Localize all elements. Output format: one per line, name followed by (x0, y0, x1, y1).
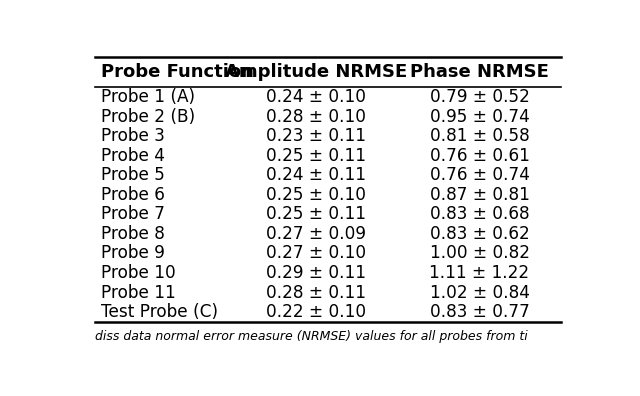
Text: Probe 6: Probe 6 (101, 186, 164, 204)
Text: 0.83 ± 0.62: 0.83 ± 0.62 (429, 225, 529, 243)
Text: 0.23 ± 0.11: 0.23 ± 0.11 (266, 127, 366, 145)
Text: 0.28 ± 0.10: 0.28 ± 0.10 (266, 107, 366, 126)
Text: Probe 7: Probe 7 (101, 206, 165, 223)
Text: 0.22 ± 0.10: 0.22 ± 0.10 (266, 303, 367, 321)
Text: Phase NRMSE: Phase NRMSE (410, 63, 549, 81)
Text: 0.27 ± 0.10: 0.27 ± 0.10 (266, 244, 367, 263)
Text: 1.00 ± 0.82: 1.00 ± 0.82 (429, 244, 529, 263)
Text: Probe 5: Probe 5 (101, 166, 164, 184)
Text: 0.25 ± 0.11: 0.25 ± 0.11 (266, 206, 366, 223)
Text: Probe 10: Probe 10 (101, 264, 175, 282)
Text: Probe 8: Probe 8 (101, 225, 164, 243)
Text: 0.24 ± 0.10: 0.24 ± 0.10 (266, 88, 366, 106)
Text: Test Probe (C): Test Probe (C) (101, 303, 218, 321)
Text: 0.83 ± 0.77: 0.83 ± 0.77 (429, 303, 529, 321)
Text: 0.87 ± 0.81: 0.87 ± 0.81 (429, 186, 529, 204)
Text: Probe Function: Probe Function (101, 63, 253, 81)
Text: Probe 1 (A): Probe 1 (A) (101, 88, 195, 106)
Text: Probe 9: Probe 9 (101, 244, 164, 263)
Text: 0.27 ± 0.09: 0.27 ± 0.09 (266, 225, 366, 243)
Text: 0.76 ± 0.61: 0.76 ± 0.61 (429, 147, 529, 165)
Text: 0.81 ± 0.58: 0.81 ± 0.58 (429, 127, 529, 145)
Text: Probe 3: Probe 3 (101, 127, 164, 145)
Text: 0.25 ± 0.11: 0.25 ± 0.11 (266, 147, 366, 165)
Text: 0.24 ± 0.11: 0.24 ± 0.11 (266, 166, 366, 184)
Text: 0.76 ± 0.74: 0.76 ± 0.74 (429, 166, 529, 184)
Text: 0.79 ± 0.52: 0.79 ± 0.52 (429, 88, 529, 106)
Text: 1.02 ± 0.84: 1.02 ± 0.84 (429, 284, 529, 302)
Text: 1.11 ± 1.22: 1.11 ± 1.22 (429, 264, 529, 282)
Text: diss data normal error measure (NRMSE) values for all probes from ti: diss data normal error measure (NRMSE) v… (95, 329, 527, 343)
Text: 0.28 ± 0.11: 0.28 ± 0.11 (266, 284, 366, 302)
Text: 0.25 ± 0.10: 0.25 ± 0.10 (266, 186, 366, 204)
Text: 0.29 ± 0.11: 0.29 ± 0.11 (266, 264, 366, 282)
Text: Amplitude NRMSE: Amplitude NRMSE (225, 63, 408, 81)
Text: Probe 4: Probe 4 (101, 147, 164, 165)
Text: 0.95 ± 0.74: 0.95 ± 0.74 (429, 107, 529, 126)
Text: 0.83 ± 0.68: 0.83 ± 0.68 (429, 206, 529, 223)
Text: Probe 2 (B): Probe 2 (B) (101, 107, 195, 126)
Text: Probe 11: Probe 11 (101, 284, 175, 302)
